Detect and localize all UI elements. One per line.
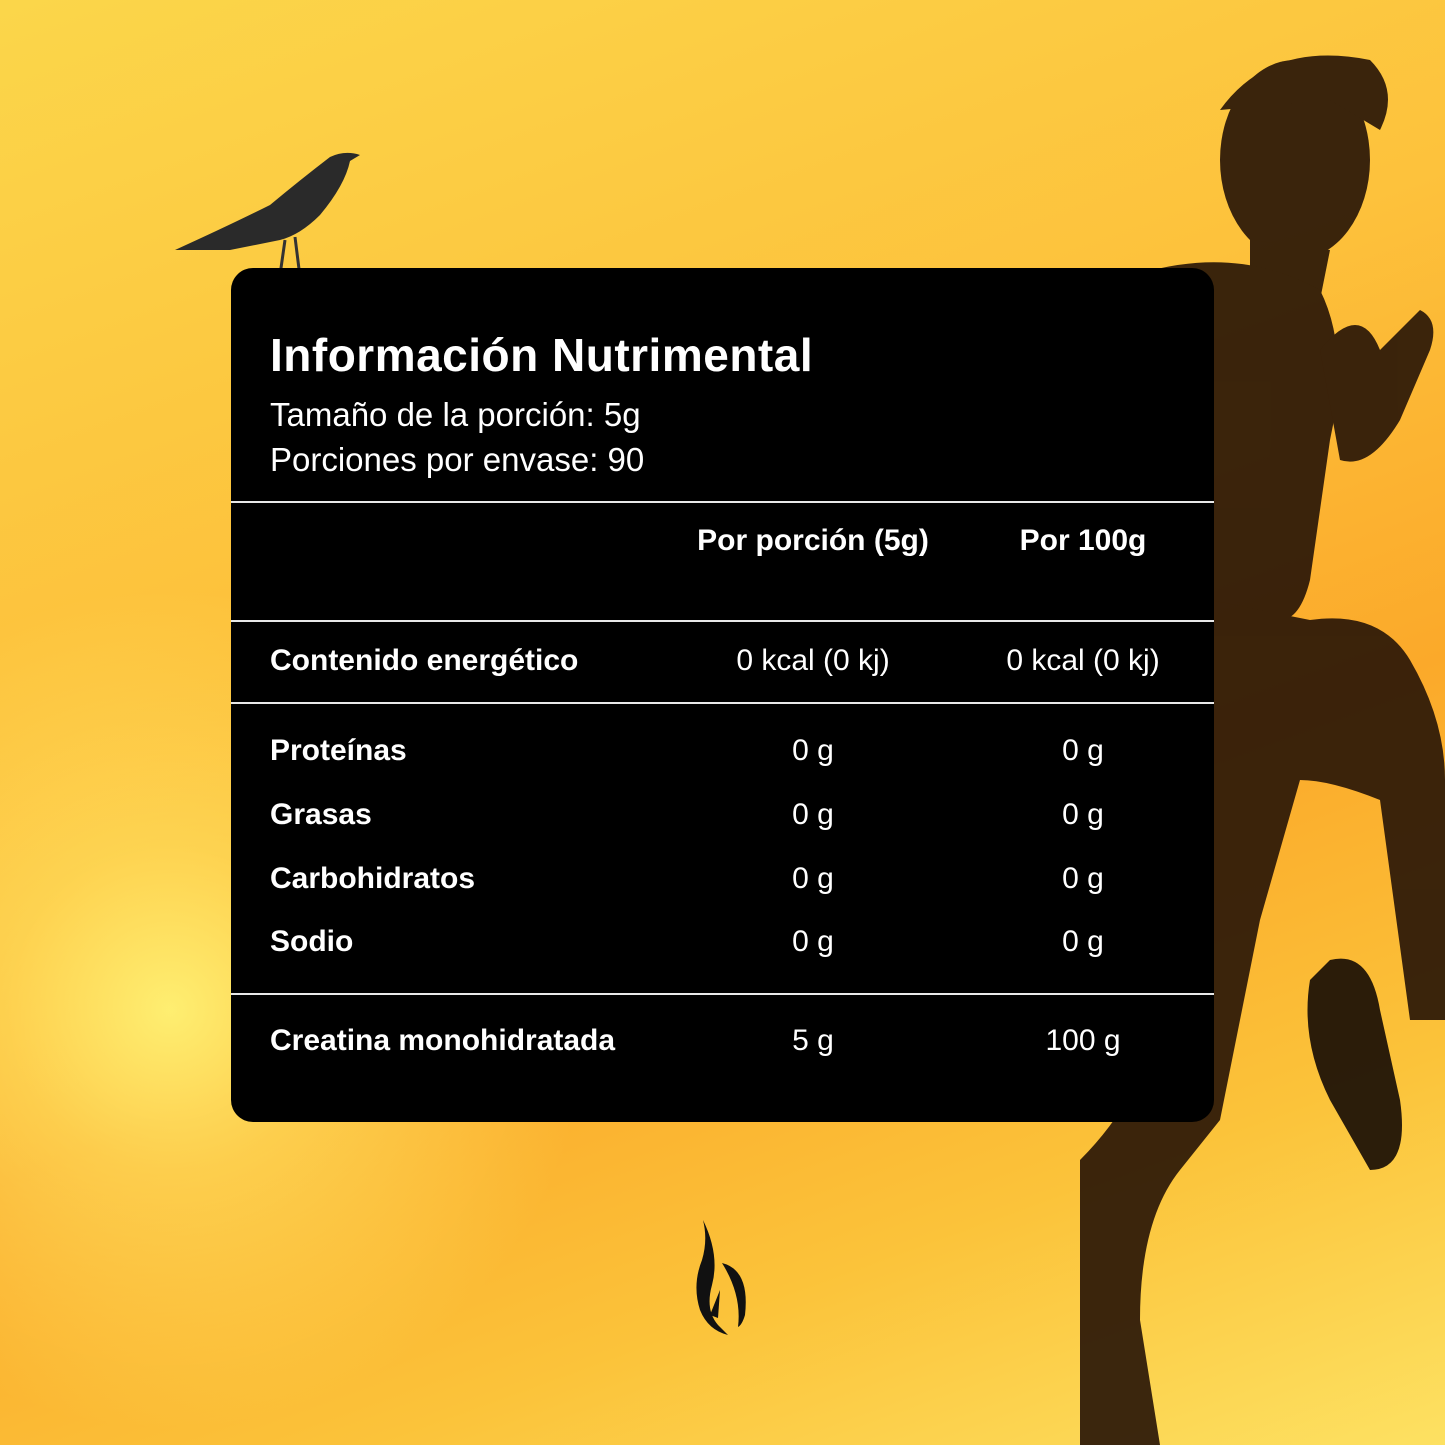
energy-per-100g: 0 kcal (0 kj) [1006, 644, 1160, 677]
divider [231, 620, 1214, 622]
divider [231, 501, 1214, 503]
nutrient-label: Proteínas [270, 734, 407, 767]
servings-per-container: Porciones por envase: 90 [270, 441, 645, 478]
serving-size: Tamaño de la porción: 5g [270, 396, 641, 433]
divider [231, 702, 1214, 704]
column-header-per-100g: Por 100g [1019, 524, 1147, 557]
nutrient-per-100g: 0 g [1062, 798, 1104, 831]
panel-title: Información Nutrimental [270, 329, 814, 381]
nutrition-facts-panel: Información Nutrimental Tamaño de la por… [231, 268, 1214, 1122]
energy-label: Contenido energético [270, 644, 579, 677]
active-ingredient-label: Creatina monohidratada [270, 1024, 616, 1057]
nutrient-per-serving: 0 g [792, 925, 834, 958]
nutrient-per-serving: 0 g [792, 734, 834, 767]
nutrient-per-100g: 0 g [1062, 925, 1104, 958]
raven-illustration [175, 152, 360, 279]
nutrient-per-serving: 0 g [792, 798, 834, 831]
divider [231, 993, 1214, 995]
nutrient-label: Grasas [270, 798, 372, 831]
active-per-serving: 5 g [792, 1024, 834, 1057]
flame-logo-icon [696, 1220, 746, 1335]
nutrient-per-100g: 0 g [1062, 862, 1104, 895]
active-per-100g: 100 g [1045, 1024, 1121, 1057]
nutrient-label: Sodio [270, 925, 354, 958]
column-header-per-serving: Por porción (5g) [697, 524, 929, 557]
nutrient-label: Carbohidratos [270, 862, 476, 895]
nutrient-per-serving: 0 g [792, 862, 834, 895]
energy-per-serving: 0 kcal (0 kj) [736, 644, 890, 677]
nutrient-per-100g: 0 g [1062, 734, 1104, 767]
